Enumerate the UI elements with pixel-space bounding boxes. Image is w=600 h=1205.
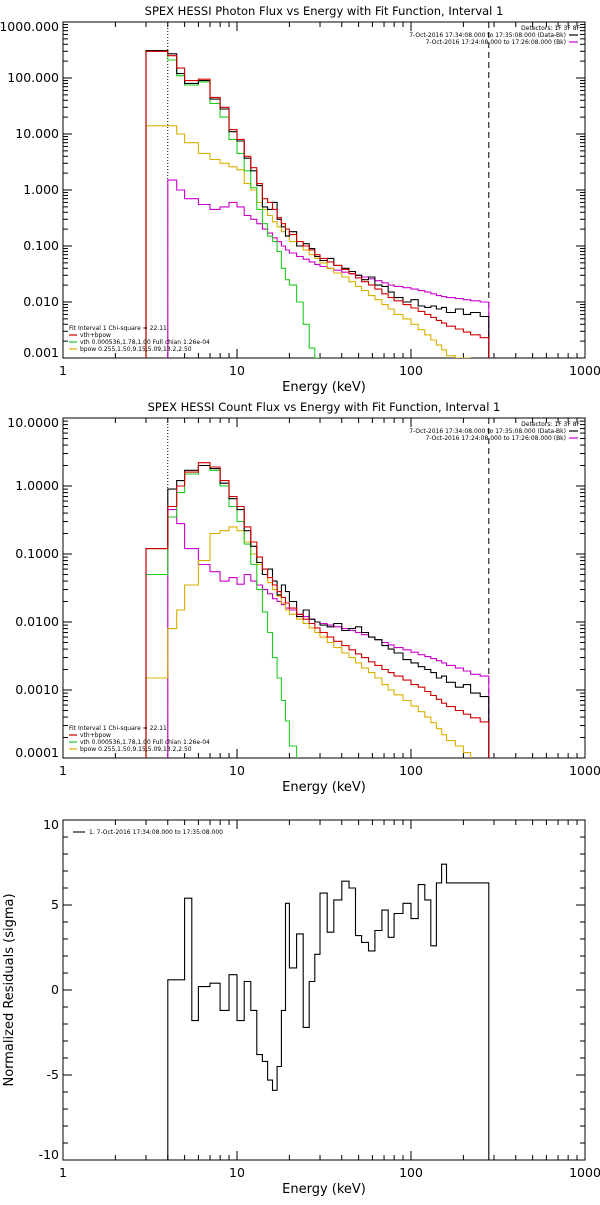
plot-frame <box>62 21 586 359</box>
plot-area <box>167 863 490 1160</box>
fit-legend-line: bpow 0.255,1.50,9.15,5.09,13.2,2.50 <box>80 746 192 753</box>
series-background-line <box>167 179 490 358</box>
y-tick-label: 5 <box>51 897 59 912</box>
legend-top-line: 7-Oct-2016 17:24:08.000 to 17:26:08.000 … <box>426 435 567 442</box>
legend-top-line: 7-Oct-2016 17:24:08.000 to 17:26:08.000 … <box>426 39 567 46</box>
x-tick-label: 10 <box>229 763 245 778</box>
x-axis-label: Energy (keV) <box>282 780 366 795</box>
y-tick-label: 0.010 <box>23 294 59 309</box>
x-tick-label: 10 <box>229 1165 245 1180</box>
chart-panel-2: SPEX HESSI Count Flux vs Energy with Fit… <box>7 400 600 795</box>
fit-legend-line: bpow 0.255,1.50,9.15,5.09,13.2,2.50 <box>80 346 192 353</box>
x-tick-label: 10 <box>229 363 245 378</box>
y-tick-label: 0.0001 <box>15 745 59 760</box>
x-axis-label: Energy (keV) <box>282 1182 366 1197</box>
residual-legend-label: 1. 7-Oct-2016 17:34:08.000 to 17:35:08.0… <box>89 829 223 836</box>
y-tick-label: 1.0000 <box>15 478 59 493</box>
y-tick-label: -10 <box>39 1147 59 1162</box>
y-tick-label: 10.000 <box>15 126 59 141</box>
y-tick-label: 1000.000 <box>0 19 59 34</box>
plot-area <box>145 462 490 758</box>
series-vth-line <box>145 50 320 358</box>
x-tick-label: 100 <box>399 1165 423 1180</box>
x-tick-label: 100 <box>399 763 423 778</box>
chart-panel-1: SPEX HESSI Photon Flux vs Energy with Fi… <box>0 4 600 395</box>
legend-top-line: Detectors: 1F 3F 8F <box>521 25 580 32</box>
x-tick-label: 1000 <box>569 363 600 378</box>
series-bpow-line <box>145 125 471 358</box>
series-residuals-line <box>167 863 490 1160</box>
chart-panel-3: Energy (keV) Normalized Residuals (sigma)… <box>2 817 600 1197</box>
legend-top-line: 7-Oct-2016 17:34:08.000 to 17:35:08.000 … <box>409 32 566 39</box>
y-tick-label: 0 <box>51 982 59 997</box>
x-tick-label: 1 <box>59 1165 67 1180</box>
fit-legend-line: vth+bpow <box>80 332 111 339</box>
x-tick-label: 1 <box>59 763 67 778</box>
y-tick-label: 0.1000 <box>15 546 59 561</box>
y-tick-label: 0.0100 <box>15 614 59 629</box>
plot-area <box>145 49 490 358</box>
y-tick-label: 0.100 <box>23 238 59 253</box>
series-total-line <box>145 462 490 758</box>
fit-legend-line: vth+bpow <box>80 732 111 739</box>
series-total-line <box>145 50 490 358</box>
x-tick-label: 1000 <box>569 1165 600 1180</box>
chart-title: SPEX HESSI Count Flux vs Energy with Fit… <box>148 400 501 414</box>
series-data-line <box>145 49 490 358</box>
x-tick-label: 100 <box>399 363 423 378</box>
series-background-line <box>167 509 490 758</box>
y-tick-label: 0.001 <box>23 345 59 360</box>
legend-top-line: Detectors: 1F 3F 8F <box>521 421 580 428</box>
series-data-line <box>145 464 490 758</box>
x-axis-label: Energy (keV) <box>282 380 366 395</box>
fit-legend-line: Fit Interval 1 Chi-square = 22.11 <box>69 725 167 732</box>
y-tick-label: 10 <box>43 817 59 832</box>
plot-frame <box>62 417 586 759</box>
fit-legend-line: vth 0.000536,1.78,1.00 Full chian 1.26e-… <box>80 739 210 746</box>
x-tick-label: 1000 <box>569 763 600 778</box>
fit-legend-line: vth 0.000536,1.78,1.00 Full chian 1.26e-… <box>80 339 210 346</box>
chart-title: SPEX HESSI Photon Flux vs Energy with Fi… <box>145 4 504 18</box>
y-tick-label: 1.000 <box>23 182 59 197</box>
y-tick-label: 10.0000 <box>7 415 59 430</box>
fit-legend-line: Fit Interval 1 Chi-square = 22.11 <box>69 325 167 332</box>
y-axis-label: Normalized Residuals (sigma) <box>2 893 17 1086</box>
y-tick-label: 0.0010 <box>15 682 59 697</box>
legend-top-line: 7-Oct-2016 17:34:08.000 to 17:35:08.000 … <box>409 428 566 435</box>
series-bpow-line <box>145 526 472 758</box>
y-tick-label: -5 <box>47 1067 59 1082</box>
x-tick-label: 1 <box>59 363 67 378</box>
y-tick-label: 100.000 <box>7 70 59 85</box>
plot-frame <box>62 819 586 1161</box>
